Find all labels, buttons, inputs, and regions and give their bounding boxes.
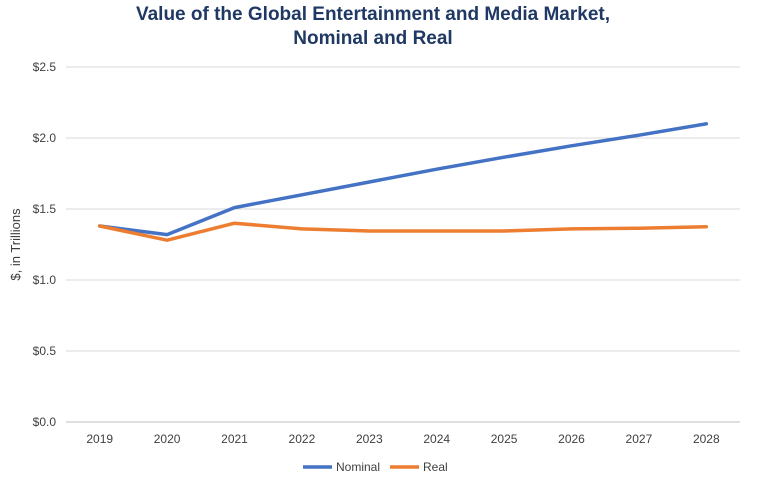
y-tick-label: $0.0 bbox=[33, 415, 57, 429]
data-point-nominal bbox=[166, 233, 169, 236]
data-point-real bbox=[705, 225, 708, 228]
y-axis-label: $, in Trillions bbox=[8, 208, 23, 281]
series-line-real bbox=[97, 221, 709, 242]
x-axis-tick-labels: 2019 2020 2021 2022 2023 2024 2025 2026 2027 2028 bbox=[86, 432, 720, 446]
chart-title-line: Nominal and Real bbox=[293, 28, 452, 49]
series-lines bbox=[97, 122, 709, 242]
data-point-real bbox=[435, 230, 438, 233]
data-point-real bbox=[570, 227, 573, 230]
gridlines bbox=[66, 66, 740, 423]
y-tick-label: $1.0 bbox=[33, 273, 57, 287]
legend: Nominal Real bbox=[303, 460, 448, 474]
chart-title: Value of the Global Entertainment and Me… bbox=[136, 4, 610, 49]
data-point-real bbox=[98, 225, 101, 228]
y-tick-label: $0.5 bbox=[33, 344, 57, 358]
x-tick-label: 2019 bbox=[86, 432, 113, 446]
legend-label-nominal: Nominal bbox=[336, 460, 380, 474]
data-point-real bbox=[637, 227, 640, 230]
data-point-nominal bbox=[300, 193, 303, 196]
data-point-nominal bbox=[637, 134, 640, 137]
y-tick-label: $2.0 bbox=[33, 131, 57, 145]
y-tick-label: $2.5 bbox=[33, 60, 57, 74]
data-point-nominal bbox=[435, 168, 438, 171]
data-point-real bbox=[300, 227, 303, 230]
y-axis-tick-labels: $0.0 $0.5 $1.0 $1.5 $2.0 $2.5 bbox=[33, 60, 57, 429]
data-point-nominal bbox=[233, 206, 236, 209]
x-tick-label: 2023 bbox=[356, 432, 383, 446]
data-point-nominal bbox=[705, 122, 708, 125]
data-point-real bbox=[166, 239, 169, 242]
series-line-nominal bbox=[97, 122, 709, 237]
data-point-nominal bbox=[368, 181, 371, 184]
x-tick-label: 2025 bbox=[491, 432, 518, 446]
x-tick-label: 2020 bbox=[154, 432, 181, 446]
y-tick-label: $1.5 bbox=[33, 202, 57, 216]
x-tick-label: 2027 bbox=[626, 432, 653, 446]
x-tick-label: 2024 bbox=[423, 432, 450, 446]
legend-label-real: Real bbox=[423, 460, 448, 474]
x-tick-label: 2028 bbox=[693, 432, 720, 446]
chart-title-line: Value of the Global Entertainment and Me… bbox=[136, 4, 610, 25]
data-point-real bbox=[368, 230, 371, 233]
data-point-real bbox=[233, 222, 236, 225]
x-tick-label: 2021 bbox=[221, 432, 248, 446]
x-tick-label: 2026 bbox=[558, 432, 585, 446]
data-point-real bbox=[503, 230, 506, 233]
data-point-nominal bbox=[570, 144, 573, 147]
data-point-nominal bbox=[503, 156, 506, 159]
x-tick-label: 2022 bbox=[289, 432, 316, 446]
